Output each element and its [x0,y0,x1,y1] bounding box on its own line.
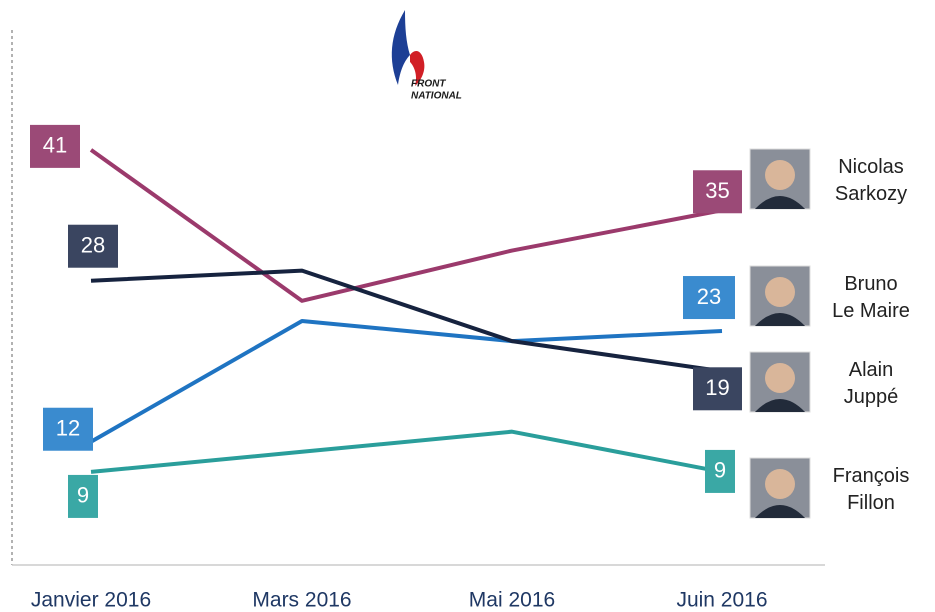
line [90,318,723,444]
photo-body [755,313,805,326]
legend-label: Nicolas Sarkozy [834,156,908,205]
value-label-box [30,124,80,168]
value-label-box [43,407,93,451]
x-tick-label: Janvier 2016 [31,589,151,612]
line [90,429,723,474]
photo-face [765,277,795,307]
value-label: 12 [56,416,80,441]
logo-flame-blue [391,10,410,85]
x-tick-label: Mars 2016 [252,589,351,612]
value-label-box [683,276,735,320]
logo-text: FRONT [411,79,446,90]
value-label-box [68,224,118,268]
photo-face [765,363,795,393]
line [90,268,723,374]
value-label-box [693,367,742,411]
legend-label: Bruno Le Maire [832,273,910,322]
x-tick-label: Juin 2016 [676,589,767,612]
photo-body [755,399,805,412]
photo-face [765,160,795,190]
value-label: 35 [705,178,729,203]
value-label-box [705,449,735,493]
value-label: 28 [81,233,105,258]
legend-label: François Fillon [832,465,910,514]
x-tick-label: Mai 2016 [469,589,555,612]
value-label: 23 [697,284,721,309]
logo-flame-red [410,50,425,86]
value-label: 19 [705,375,729,400]
value-label-box [68,474,98,518]
value-label: 9 [77,483,89,508]
logo-text: NATIONAL [411,91,462,102]
value-label: 9 [714,458,726,483]
photo-body [755,505,805,518]
line [89,148,723,303]
logo: FRONT NATIONAL [391,10,462,102]
value-label: 41 [43,133,67,158]
value-label-box [693,170,742,214]
photo-face [765,469,795,499]
photo-body [755,196,805,209]
legend-label: Alain Juppé [843,359,899,408]
